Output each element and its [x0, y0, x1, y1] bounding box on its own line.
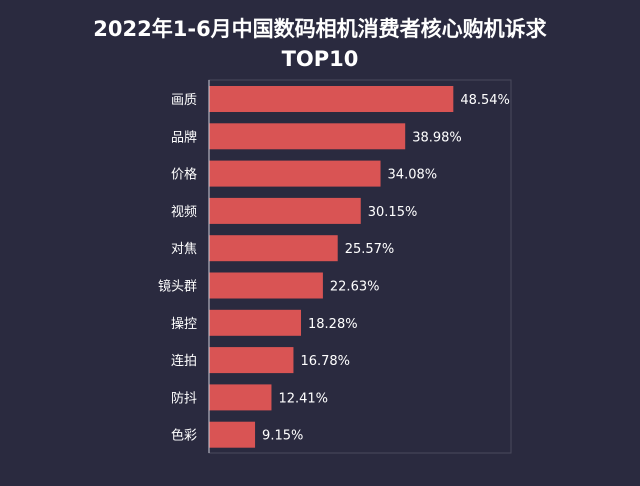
category-label: 镜头群	[158, 280, 197, 295]
value-label: 25.57%	[345, 242, 395, 257]
bar-1	[209, 86, 454, 112]
category-label: 防抖	[171, 390, 197, 406]
bar-4	[209, 197, 361, 224]
bar-10	[209, 421, 256, 448]
chart-title-line2: TOP10	[281, 47, 359, 71]
category-label: 视频	[171, 205, 197, 220]
category-label: 操控	[171, 316, 197, 332]
bar-7	[209, 309, 302, 336]
value-label: 9.15%	[262, 429, 303, 444]
value-label: 30.15%	[368, 205, 418, 220]
chart-title-line1: 2022年1-6月中国数码相机消费者核心购机诉求	[93, 17, 547, 41]
value-label: 48.54%	[460, 93, 510, 108]
category-label: 画质	[171, 93, 197, 108]
value-label: 12.41%	[278, 391, 328, 406]
bar-8	[209, 347, 294, 374]
value-label: 18.28%	[308, 317, 358, 332]
value-label: 22.63%	[330, 280, 380, 295]
bar-6	[209, 272, 323, 299]
chart-title: 2022年1-6月中国数码相机消费者核心购机诉求 TOP10	[0, 14, 640, 74]
category-label: 色彩	[171, 428, 197, 444]
category-label: 品牌	[171, 129, 197, 145]
bar-5	[209, 235, 338, 262]
bar-9	[209, 384, 272, 411]
bar-2	[209, 123, 406, 150]
category-label: 价格	[171, 167, 197, 183]
category-label: 连拍	[171, 353, 197, 369]
bar-3	[209, 160, 381, 187]
value-label: 16.78%	[300, 354, 350, 369]
category-label: 对焦	[171, 242, 197, 257]
value-label: 34.08%	[388, 168, 438, 183]
value-label: 38.98%	[412, 130, 462, 145]
